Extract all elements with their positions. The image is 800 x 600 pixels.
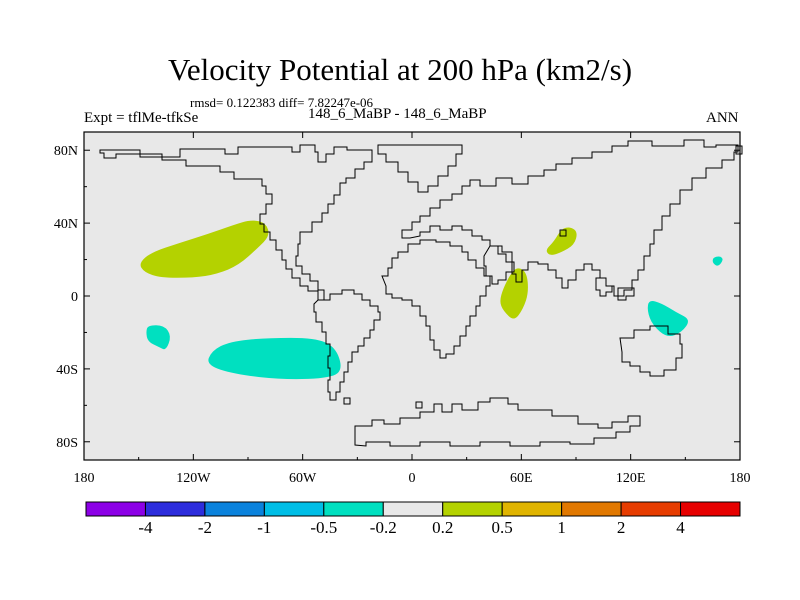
colorbar-swatch [323, 501, 384, 517]
x-tick-label: 180 [730, 471, 751, 486]
colorbar-label: -1 [257, 518, 272, 537]
coastline-antarctica [354, 397, 641, 447]
anomaly-region-2 [500, 268, 528, 319]
anomaly-region-5 [146, 325, 170, 350]
coastline-africa [381, 239, 491, 359]
colorbar-label: 0.5 [491, 518, 513, 537]
colorbar-label: 4 [676, 518, 685, 537]
colorbar-swatch [501, 501, 563, 517]
coastline-south-america [313, 289, 381, 401]
coastline-islands [343, 145, 743, 409]
colorbar-swatch [263, 501, 325, 517]
y-tick-label: 40N [54, 217, 78, 232]
axis-ticks: 180 120W 60W 0 60E 120E 180 80N 40N 0 40S 80S [54, 132, 751, 486]
x-tick-label: 60W [289, 471, 317, 486]
season-label: ANN [706, 110, 739, 126]
y-tick-label: 40S [56, 363, 78, 378]
anomaly-region-1 [140, 220, 269, 278]
colorbar-swatch [204, 501, 265, 517]
coastline-eurasia [401, 139, 739, 297]
anomaly-region-6 [647, 301, 688, 337]
y-tick-label: 0 [71, 290, 78, 305]
colorbar-label: -0.5 [310, 518, 338, 537]
colorbar-label: 2 [616, 518, 626, 537]
experiment-label: Expt = tflMe-tfkSe [84, 110, 199, 126]
colorbar-label: -2 [197, 518, 212, 537]
stats-line: rmsd= 0.122383 diff= 7.82247e-06 [190, 95, 374, 110]
x-tick-label: 120W [176, 471, 211, 486]
continent-outlines [99, 139, 743, 447]
coastline-australia [619, 325, 683, 377]
anomaly-region-7 [712, 256, 723, 266]
coastline-greenland [377, 144, 463, 193]
colorbar-swatch [382, 501, 444, 517]
colorbar-swatch [85, 501, 146, 517]
anomaly-layer [140, 220, 723, 380]
coastline-arabia [483, 245, 515, 285]
colorbar-swatch [144, 501, 206, 517]
x-tick-label: 180 [74, 471, 95, 486]
period-label: 148_6_MaBP - 148_6_MaBP [308, 106, 487, 122]
map-background [84, 132, 740, 460]
colorbar-label: -0.2 [369, 518, 397, 537]
anomaly-region-3 [546, 227, 577, 255]
colorbar-label: -4 [138, 518, 153, 537]
plot-title: Velocity Potential at 200 hPa (km2/s) [167, 52, 633, 87]
coastline-north-america [99, 144, 373, 301]
colorbar-label: 0.2 [432, 518, 454, 537]
colorbar-swatch [680, 501, 741, 517]
colorbar-swatch [442, 501, 503, 517]
y-tick-label: 80N [54, 144, 78, 159]
y-tick-label: 80S [56, 436, 78, 451]
colorbar-label: 1 [557, 518, 566, 537]
x-tick-label: 120E [616, 471, 646, 486]
colorbar-swatch [561, 501, 622, 517]
colorbar-swatch [620, 501, 682, 517]
anomaly-region-4 [208, 337, 341, 380]
coastline-southeast-asia [595, 277, 635, 301]
x-tick-label: 0 [409, 471, 416, 486]
x-tick-label: 60E [510, 471, 533, 486]
colorbar [85, 501, 741, 517]
